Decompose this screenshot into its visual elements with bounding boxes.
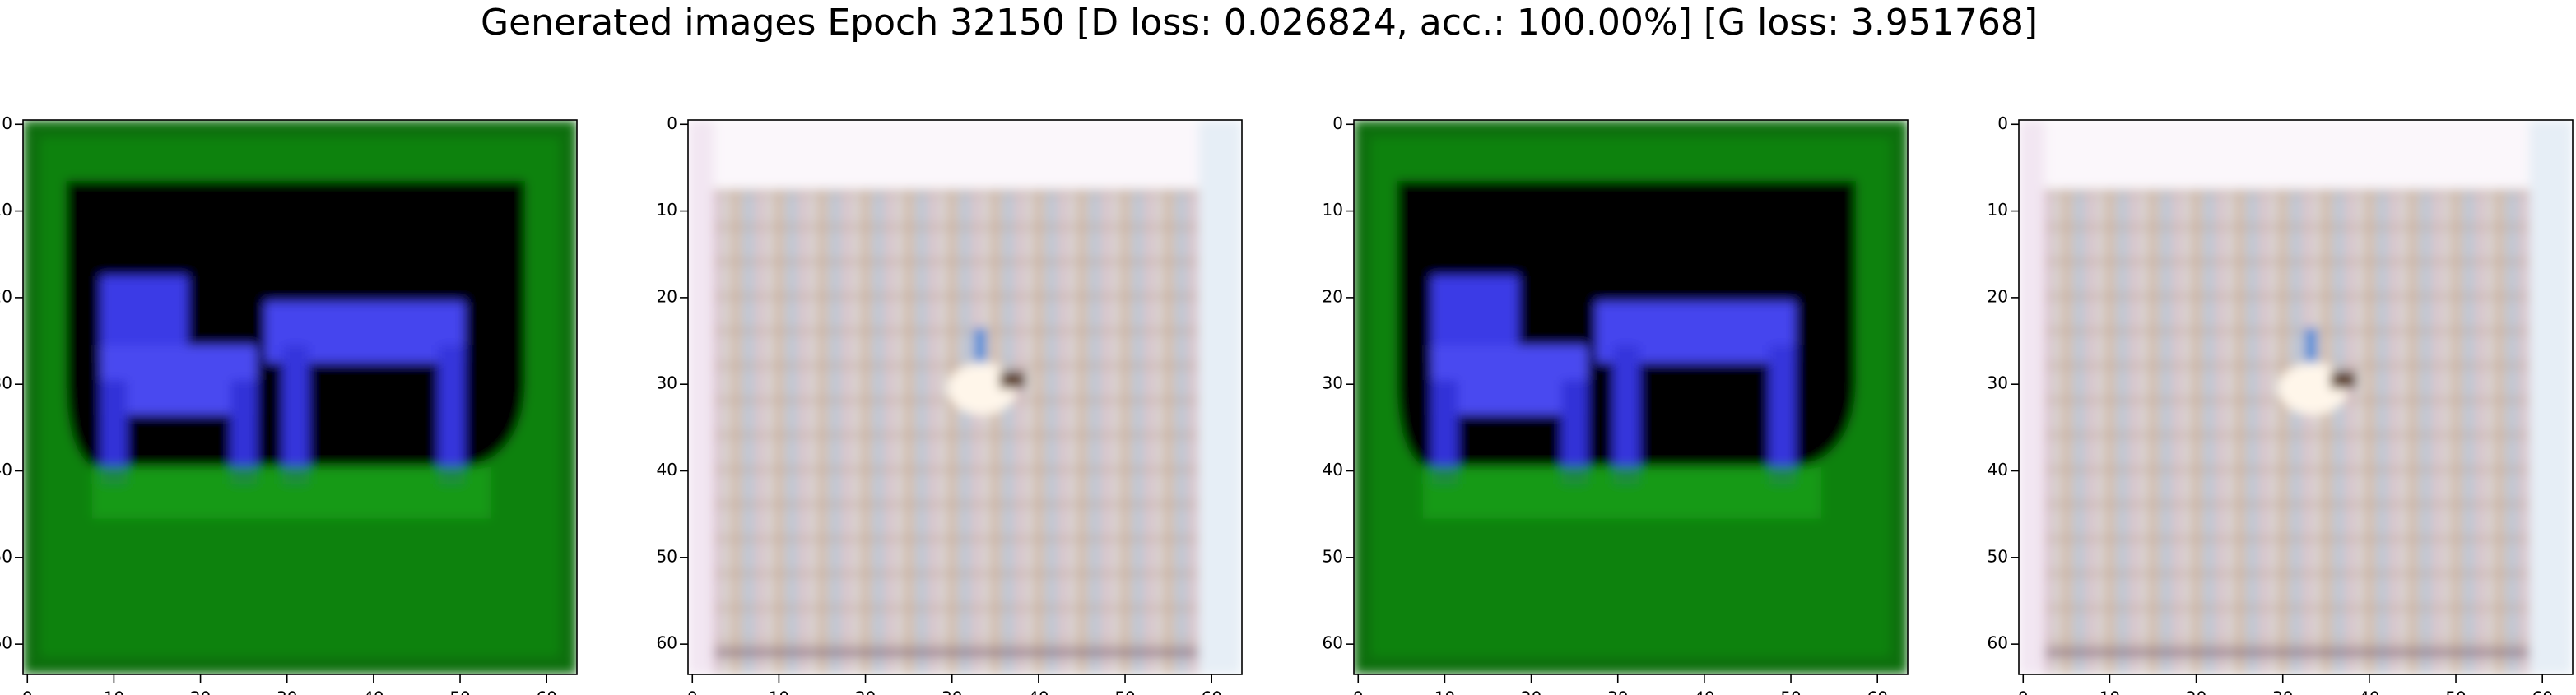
y-tick-label: 20: [657, 286, 677, 306]
x-tick-label: 60: [536, 688, 556, 695]
subplot: 0 10 20 30 40 50 60 0 10 20 30 40 50 60: [1988, 114, 2574, 695]
x-tick-label: 30: [1607, 688, 1628, 695]
x-tick-label: 0: [2018, 688, 2029, 695]
x-tick-label: 60: [1867, 688, 1887, 695]
x-tick-label: 40: [2359, 688, 2379, 695]
y-tick-label: 10: [1323, 200, 1343, 220]
x-tick-label: 60: [2532, 688, 2552, 695]
x-tick-label: 20: [1521, 688, 1541, 695]
x-tick-label: 60: [1201, 688, 1221, 695]
axes-frame: [687, 119, 1243, 675]
generated-image: [2019, 120, 2573, 674]
axes-frame: [2018, 119, 2574, 675]
x-tick-label: 40: [1694, 688, 1714, 695]
y-tick-label: 30: [657, 373, 677, 393]
y-tick-label: 0: [667, 114, 677, 133]
y-tick-label: 40: [657, 460, 677, 480]
axes-frame: [22, 119, 578, 675]
y-tick-label: 10: [0, 200, 12, 220]
axes-frame: [1353, 119, 1909, 675]
generated-image: [23, 120, 577, 674]
figure-title: Generated images Epoch 32150 [D loss: 0.…: [481, 2, 2038, 44]
y-tick-label: 0: [1997, 114, 2008, 133]
x-tick-label: 30: [2272, 688, 2293, 695]
x-tick-label: 10: [1434, 688, 1455, 695]
x-tick-label: 30: [277, 688, 297, 695]
generated-image: [1354, 120, 1908, 674]
y-tick-label: 20: [1988, 286, 2008, 306]
y-tick-label: 40: [1323, 460, 1343, 480]
y-tick-label: 40: [0, 460, 12, 480]
y-tick-label: 10: [657, 200, 677, 220]
subplot: 0 10 20 30 40 50 60 0 10 20 30 40 50 60: [0, 114, 578, 695]
y-tick-label: 60: [1988, 633, 2008, 653]
x-tick-label: 50: [1780, 688, 1801, 695]
y-tick-label: 60: [1323, 633, 1343, 653]
y-tick-label: 50: [657, 546, 677, 566]
x-tick-label: 50: [449, 688, 470, 695]
x-tick-label: 40: [363, 688, 384, 695]
x-tick-label: 10: [769, 688, 789, 695]
x-tick-label: 50: [1114, 688, 1135, 695]
y-tick-label: 50: [1323, 546, 1343, 566]
x-tick-label: 0: [22, 688, 33, 695]
x-tick-label: 40: [1028, 688, 1049, 695]
y-tick-label: 60: [657, 633, 677, 653]
x-tick-label: 10: [2099, 688, 2120, 695]
y-tick-label: 30: [1323, 373, 1343, 393]
x-tick-label: 50: [2445, 688, 2466, 695]
y-tick-label: 60: [0, 633, 12, 653]
x-tick-label: 30: [942, 688, 962, 695]
y-tick-label: 10: [1988, 200, 2008, 220]
y-tick-label: 30: [0, 373, 12, 393]
y-tick-label: 0: [2, 114, 12, 133]
y-tick-label: 40: [1988, 460, 2008, 480]
x-tick-label: 20: [2186, 688, 2206, 695]
x-tick-label: 20: [190, 688, 211, 695]
y-tick-label: 50: [1988, 546, 2008, 566]
x-tick-label: 0: [1353, 688, 1364, 695]
generated-image: [688, 120, 1242, 674]
y-tick-label: 20: [1323, 286, 1343, 306]
y-tick-label: 0: [1332, 114, 1343, 133]
y-tick-label: 50: [0, 546, 12, 566]
x-tick-label: 0: [687, 688, 698, 695]
x-tick-label: 20: [855, 688, 876, 695]
subplot: 0 10 20 30 40 50 60 0 10 20 30 40 50 60: [657, 114, 1243, 695]
subplot: 0 10 20 30 40 50 60 0 10 20 30 40 50 60: [1323, 114, 1909, 695]
y-tick-label: 20: [0, 286, 12, 306]
x-tick-label: 10: [104, 688, 124, 695]
y-tick-label: 30: [1988, 373, 2008, 393]
